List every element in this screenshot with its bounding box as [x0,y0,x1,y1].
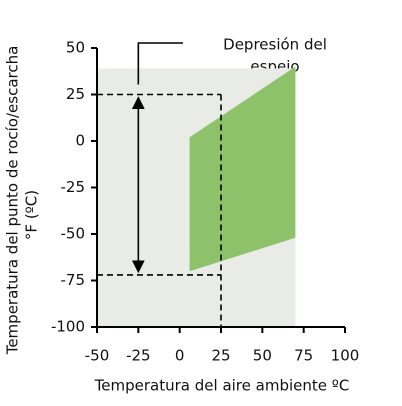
y-axis-label: °F (ºC) [23,190,41,240]
y-tick-label: -50 [61,225,86,243]
x-axis-label: Temperatura del aire ambiente ºC [94,377,350,395]
annotation-leader [137,42,183,85]
y-tick-label: 0 [75,132,85,150]
y-tick-label: -75 [61,271,86,289]
x-tick-label: 100 [331,347,360,365]
x-tick-label: 0 [175,347,185,365]
y-tick-label: -25 [61,178,86,196]
x-tick-label: 75 [294,347,313,365]
annotation: Depresión del [223,36,327,54]
x-tick-label: -50 [85,347,110,365]
y-tick-label: -100 [51,318,85,336]
region [189,66,296,272]
x-tick-label: -25 [126,347,151,365]
x-tick-label: 25 [211,347,230,365]
y-axis-label: Temperatura del punto de rocío/escarcha [4,46,22,356]
x-tick-label: 50 [253,347,272,365]
y-tick-label: 50 [66,39,85,57]
y-tick-label: 25 [66,85,85,103]
